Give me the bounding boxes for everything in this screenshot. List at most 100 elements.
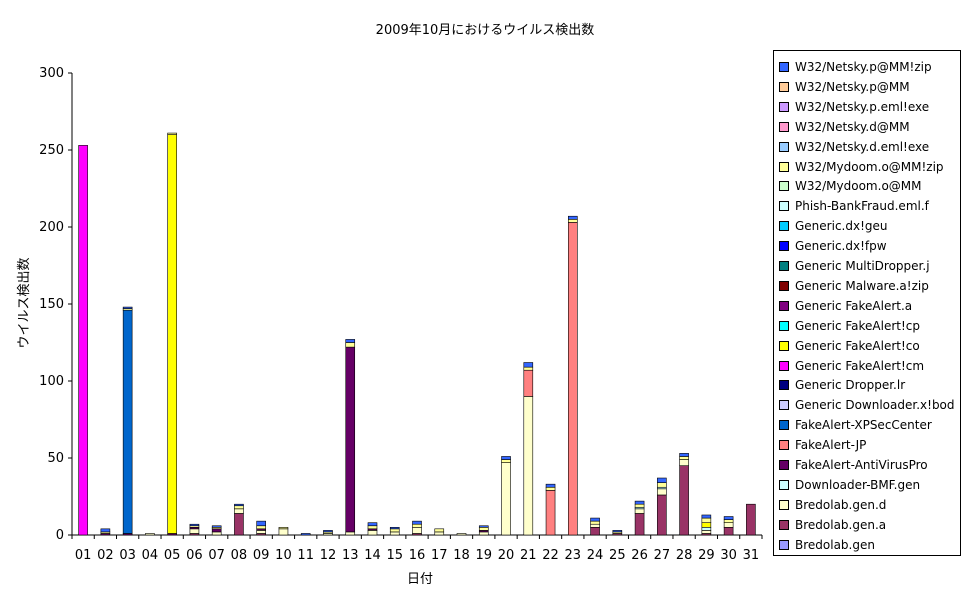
x-tick-label: 25 xyxy=(609,548,626,563)
bar-segment xyxy=(234,505,244,510)
bar-segment xyxy=(367,522,378,527)
bar-segment xyxy=(679,459,689,467)
legend-label: Generic Downloader.x!bod xyxy=(795,398,955,413)
legend-label: Generic MultiDropper.j xyxy=(795,259,930,273)
y-tick-label: 100 xyxy=(39,374,64,389)
bar-segment xyxy=(657,477,667,483)
bar-segment xyxy=(211,531,222,536)
legend-swatch xyxy=(779,241,789,252)
y-tick-label: 250 xyxy=(39,143,64,158)
bar-segment xyxy=(145,533,155,536)
bar-segment xyxy=(122,309,133,534)
legend-swatch xyxy=(779,499,789,510)
bar-segment xyxy=(590,520,600,525)
bar-segment xyxy=(723,526,734,536)
bar-segment xyxy=(100,528,111,533)
x-tick-label: 14 xyxy=(364,548,381,563)
legend-swatch xyxy=(779,539,789,550)
bar-segment xyxy=(523,396,534,536)
bar-segment xyxy=(590,526,600,536)
legend: W32/Netsky.p@MM!zip W32/Netsky.p@MM W32/Ne… xyxy=(773,50,961,556)
legend-swatch xyxy=(779,440,789,451)
legend-label: W32/Mydoom.o@MM xyxy=(795,179,922,194)
legend-item: W32/Netsky.d.eml!exe xyxy=(779,137,929,157)
bar-segment xyxy=(545,486,556,491)
legend-label: FakeAlert-XPSecCenter xyxy=(795,418,932,433)
bar-segment xyxy=(746,503,756,536)
legend-label: Generic Malware.a!zip xyxy=(795,278,929,293)
bar-segment xyxy=(234,508,244,514)
legend-label: W32/Netsky.p@MM!zip xyxy=(795,60,932,74)
plot-area: 0 50 100 150 200 250 300 01 02 03 04 05 06 07 08 09 10 11… xyxy=(39,66,763,563)
bar-segment xyxy=(434,531,445,536)
x-axis-label: 日付 xyxy=(407,572,433,587)
x-tick-label: 04 xyxy=(142,548,159,563)
bar-segment xyxy=(345,346,356,533)
legend-item: Bredolab.gen xyxy=(779,535,875,555)
bar-segment xyxy=(256,525,266,530)
bar-segment xyxy=(657,482,667,488)
legend-label: Generic FakeAlert!cm xyxy=(795,358,925,373)
x-tick-label: 31 xyxy=(743,548,760,563)
bar-segment xyxy=(679,465,689,536)
legend-item: Bredolab.gen.d xyxy=(779,495,886,515)
bar-segment xyxy=(367,525,378,530)
bar-segment xyxy=(545,490,556,536)
legend-item: W32/Netsky.d@MM xyxy=(779,117,910,137)
x-tick-label: 13 xyxy=(342,548,359,563)
legend-item: Generic.dx!geu xyxy=(779,216,887,236)
y-tick-label: 300 xyxy=(39,66,64,81)
x-tick-label: 19 xyxy=(476,548,493,563)
x-tick-label: 16 xyxy=(409,548,426,563)
legend-label: W32/Netsky.p.eml!exe xyxy=(795,99,930,114)
bar-segment xyxy=(456,533,467,536)
legend-swatch xyxy=(779,360,789,371)
bar-segment xyxy=(389,531,400,536)
legend-swatch xyxy=(779,121,789,132)
x-tick-label: 24 xyxy=(587,548,604,563)
bar-segment xyxy=(679,456,689,460)
bar-segment xyxy=(523,366,534,371)
bar-segment xyxy=(723,522,734,528)
legend-swatch xyxy=(779,221,789,232)
bar-segment xyxy=(501,459,511,463)
x-tick-label: 17 xyxy=(431,548,448,563)
bar-segment xyxy=(345,339,356,343)
legend-swatch xyxy=(779,101,789,112)
legend-swatch xyxy=(779,519,789,530)
legend-item: W32/Netsky.p@MM xyxy=(779,77,910,97)
x-tick-label: 29 xyxy=(698,548,715,563)
legend-label: Downloader-BMF.gen xyxy=(795,477,921,492)
bar-segment xyxy=(501,462,511,536)
bar-segment xyxy=(568,219,578,223)
bar-segment xyxy=(323,530,333,533)
legend-item: FakeAlert-JP xyxy=(779,435,866,455)
bar-segment xyxy=(701,514,712,519)
legend-swatch xyxy=(779,62,789,72)
x-tick-label: 20 xyxy=(498,548,515,563)
legend-swatch xyxy=(779,300,789,311)
bar-segment xyxy=(122,306,133,309)
bar-segment xyxy=(679,453,689,457)
x-tick-label: 15 xyxy=(386,548,403,563)
x-tick-label: 27 xyxy=(654,548,671,563)
legend-item: W32/Netsky.p.eml!exe xyxy=(779,97,929,117)
x-tick-label: 22 xyxy=(542,548,559,563)
bar-segment xyxy=(211,525,222,528)
bar-segment xyxy=(478,525,489,528)
bar-segment xyxy=(545,483,556,488)
bar-segment xyxy=(256,520,266,527)
bar-segment xyxy=(412,526,422,534)
legend-item: Generic FakeAlert.a xyxy=(779,296,912,316)
bar-segment xyxy=(523,362,534,368)
legend-item: FakeAlert-AntiVirusPro xyxy=(779,455,928,475)
legend-item: Generic MultiDropper.j xyxy=(779,256,930,276)
legend-item: W32/Mydoom.o@MM xyxy=(779,176,922,196)
bar-segment xyxy=(523,369,534,397)
legend-label: Phish-BankFraud.eml.f xyxy=(795,199,929,214)
x-tick-label: 21 xyxy=(520,548,537,563)
x-tick-label: 18 xyxy=(453,548,470,563)
bar-segment xyxy=(568,222,578,536)
bar-segment xyxy=(389,528,400,533)
bar-segment xyxy=(701,517,712,523)
